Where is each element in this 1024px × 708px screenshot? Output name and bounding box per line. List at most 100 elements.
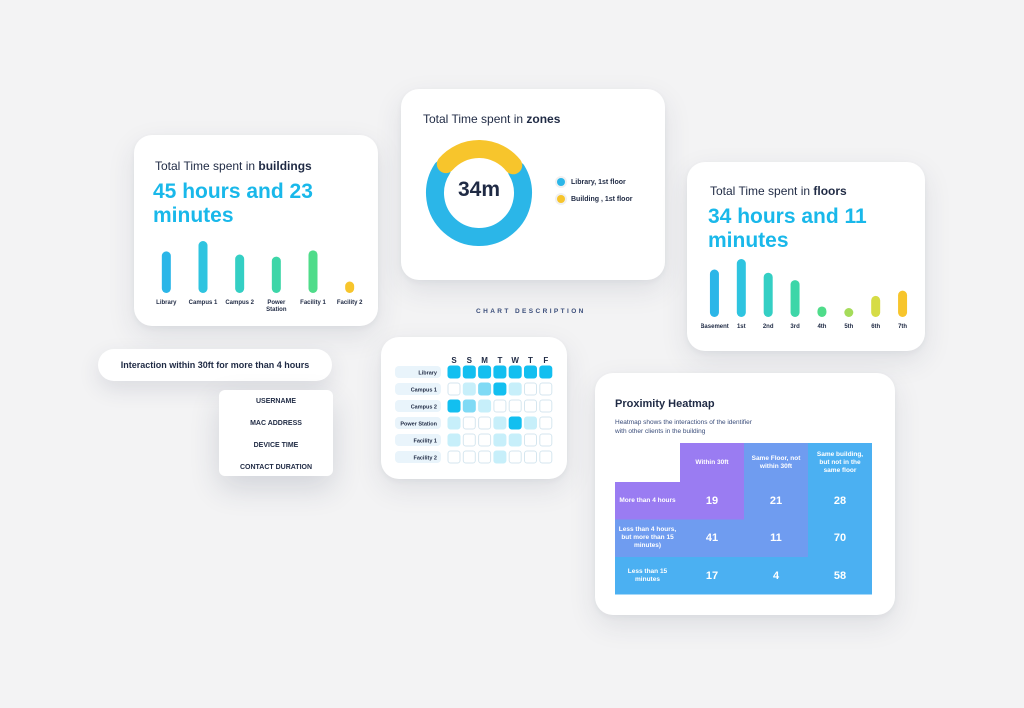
prox-cell-1-0: 41 [705, 532, 719, 545]
col-header-same-floor-not-within-30ft: Same Floor, not within 30ft [751, 454, 801, 470]
heat-cell-campus-2-0 [447, 399, 461, 413]
heat-cell-library-5 [524, 365, 537, 379]
bar-6th [871, 295, 881, 317]
floors-title: Total Time spent in floors [710, 184, 847, 198]
row-label-bg-facility-1 [395, 434, 441, 446]
heat-cell-facility-1-2 [478, 433, 492, 447]
tick-label-facility-2: Facility 2 [337, 300, 363, 306]
heat-cell-facility-2-6 [539, 450, 553, 464]
tick-label-facility-1: Facility 1 [300, 300, 326, 306]
bar-1st [736, 259, 746, 317]
heat-cell-campus-2-2 [478, 399, 492, 413]
day-label-3: T [497, 356, 502, 365]
row-label-bg-campus-2 [395, 400, 441, 412]
tick-label-basement: Basement [701, 324, 729, 330]
heat-cell-facility-2-5 [524, 450, 537, 464]
heat-cell-facility-2-0 [447, 450, 461, 464]
tick-label-power-station: Station [266, 307, 287, 313]
bar-facility-2 [345, 281, 355, 293]
row-header-more-than-4-hours: More than 4 hours [619, 496, 676, 504]
tick-label-library: Library [156, 300, 177, 306]
heat-cell-facility-2-1 [462, 450, 476, 464]
bar-power-station [271, 256, 281, 293]
tick-label-6th: 6th [871, 324, 880, 330]
heat-cell-power-station-5 [524, 416, 537, 430]
heat-cell-facility-1-1 [462, 433, 476, 447]
tick-label-4th: 4th [817, 324, 826, 330]
row-header-less-than-15-minutes: Less than 15 minutes [627, 567, 668, 583]
heat-cell-campus-2-5 [524, 399, 537, 413]
tick-label-7th: 7th [898, 324, 907, 330]
floors-bar-chart: Basement 1st 2nd 3rd 4th 5th 6th 7th [701, 259, 907, 330]
dropdown-item-mac-address[interactable]: MAC ADDRESS [250, 419, 302, 427]
heat-cell-library-0 [447, 365, 461, 379]
tick-label-campus-1: Campus 1 [189, 300, 218, 306]
prox-region-floor [744, 443, 808, 557]
heat-cell-facility-1-6 [539, 433, 553, 447]
proximity-title: Proximity Heatmap [615, 398, 715, 410]
donut-slice-library-1st-floor [426, 160, 532, 246]
bar-facility-1 [308, 250, 318, 293]
legend-dot-building [557, 195, 565, 203]
row-label-bg-campus-1 [395, 383, 441, 395]
zones-title: Total Time spent in zones [423, 112, 561, 126]
day-label-2: M [481, 356, 488, 365]
heat-cell-power-station-6 [539, 416, 553, 430]
heat-cell-library-3 [493, 365, 507, 379]
heat-cell-campus-1-6 [539, 382, 553, 396]
buildings-card: Total Time spent in buildings 45 hours a… [134, 135, 378, 326]
heat-cell-library-2 [478, 365, 492, 379]
col-header-within-30ft: Within 30ft [695, 458, 729, 466]
heat-cell-power-station-0 [447, 416, 461, 430]
heat-cell-campus-1-2 [478, 382, 492, 396]
heat-cell-power-station-1 [462, 416, 476, 430]
heat-cell-campus-2-1 [462, 399, 476, 413]
donut-center-value: 34m [457, 178, 501, 201]
prox-cell-0-0: 19 [705, 494, 719, 507]
prox-region-30ft [680, 443, 744, 520]
tick-label-2nd: 2nd [763, 324, 774, 330]
dropdown-item-device-time[interactable]: DEVICE TIME [253, 441, 299, 449]
day-label-5: T [528, 356, 533, 365]
row-label-bg-power-station [395, 417, 441, 429]
dropdown-item-username[interactable]: USERNAME [255, 397, 297, 405]
heat-cell-campus-1-1 [462, 382, 476, 396]
col-header-same-building-but-not-in-the-same-floor: Same building, but not in the same floor [816, 450, 864, 474]
zones-donut-chart [426, 140, 532, 246]
bar-campus-2 [235, 254, 245, 293]
legend-label: Library, 1st floor [571, 178, 626, 186]
prox-cell-0-1: 21 [769, 494, 783, 507]
tick-label-3rd: 3rd [790, 324, 800, 330]
row-label-campus-2: Campus 2 [411, 405, 437, 411]
bar-basement [709, 269, 719, 317]
heat-cell-library-6 [539, 365, 553, 379]
heat-cell-campus-1-4 [508, 382, 522, 396]
prox-cell-0-2: 28 [833, 494, 847, 507]
row-label-bg-facility-2 [395, 451, 441, 463]
prox-region-top-row [615, 482, 680, 520]
row-header-less-than-4-hours-but-more-than-15-minutes: Less than 4 hours, but more than 15 minu… [618, 526, 677, 550]
proximity-heatmap-chart [615, 443, 872, 595]
interaction-filter-pill[interactable]: Interaction within 30ft for more than 4 … [98, 349, 332, 381]
day-label-1: S [467, 356, 473, 365]
heat-cell-campus-1-5 [524, 382, 537, 396]
bar-3rd [790, 280, 800, 317]
heat-cell-campus-2-6 [539, 399, 553, 413]
weekly-heatmap-card: S S M T W T F Library Campus 1 Campus 2 Power Stat… [381, 337, 567, 479]
bar-5th [844, 308, 854, 317]
row-label-library: Library [418, 371, 438, 377]
heat-cell-facility-1-0 [447, 433, 461, 447]
proximity-subtitle: Heatmap shows the interactions of the id… [615, 419, 752, 435]
proximity-heatmap-card: Proximity Heatmap Heatmap shows the inte… [595, 373, 895, 615]
tick-label-power-station: Power [267, 300, 286, 306]
heat-cell-campus-1-0 [447, 382, 461, 396]
heat-cell-campus-2-4 [508, 399, 522, 413]
dropdown-item-contact-duration[interactable]: CONTACT DURATION [239, 463, 313, 471]
heat-cell-campus-1-3 [493, 382, 507, 396]
heat-cell-facility-1-3 [493, 433, 507, 447]
row-label-campus-1: Campus 1 [411, 388, 437, 394]
legend-item-library: Library, 1st floor [557, 178, 626, 186]
zones-card: Total Time spent in zones 34m Library, 1… [401, 89, 665, 280]
heat-cell-facility-1-4 [508, 433, 522, 447]
